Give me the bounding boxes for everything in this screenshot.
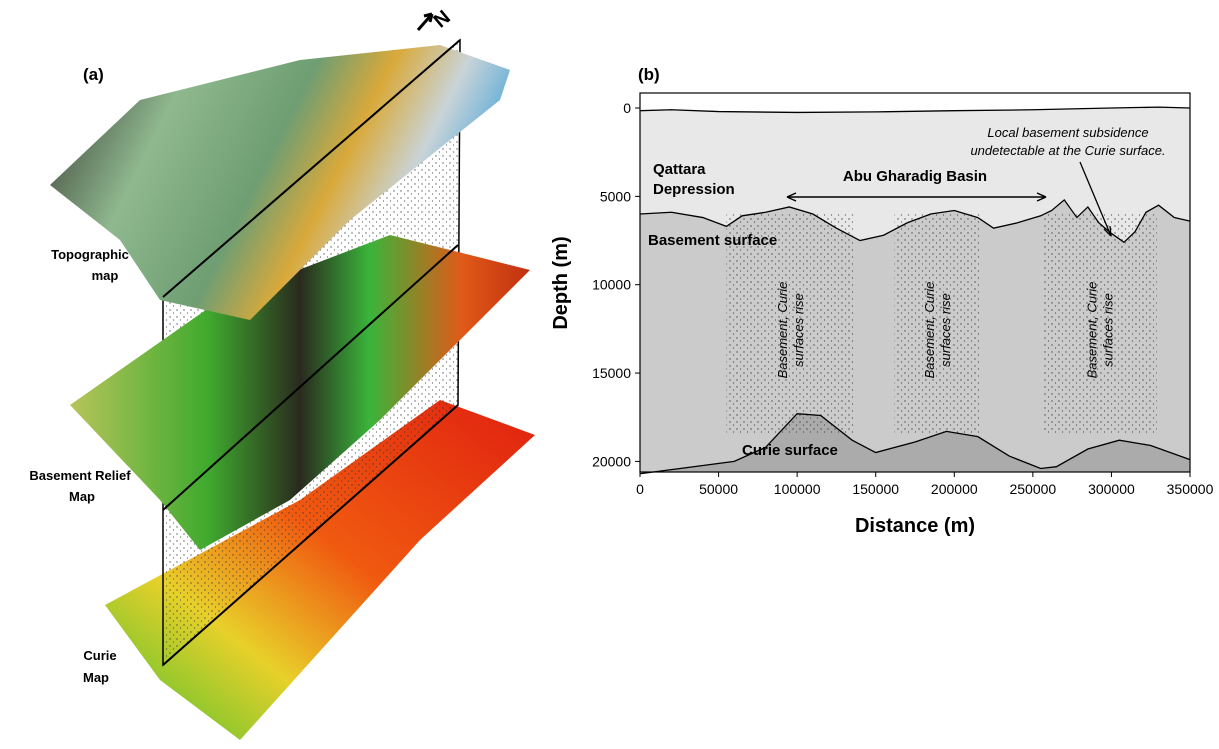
annotation: Depression <box>653 181 735 198</box>
x-tick-label: 250000 <box>1009 481 1056 497</box>
map-label: Map <box>69 489 95 504</box>
map-label: Map <box>83 670 109 685</box>
rise-label: Basement, Curie <box>922 282 937 379</box>
x-tick-label: 50000 <box>699 481 738 497</box>
page: N (a) Topographic map Basement Relief Ma… <box>0 0 1219 749</box>
annotation: Local basement subsidence <box>987 125 1148 140</box>
x-tick-label: 300000 <box>1088 481 1135 497</box>
y-tick-label: 15000 <box>592 365 631 381</box>
x-tick-label: 150000 <box>852 481 899 497</box>
x-tick-label: 100000 <box>774 481 821 497</box>
annotation: undetectable at the Curie surface. <box>970 143 1165 158</box>
y-axis-title: Depth (m) <box>550 236 572 329</box>
x-tick-label: 200000 <box>931 481 978 497</box>
rise-label: surfaces rise <box>1101 293 1116 367</box>
panel-a: N (a) Topographic map Basement Relief Ma… <box>29 6 535 740</box>
map-label: Basement Relief <box>29 468 131 483</box>
x-tick-label: 350000 <box>1167 481 1214 497</box>
rise-label: Basement, Curie <box>775 282 790 379</box>
y-tick-label: 5000 <box>600 188 631 204</box>
rise-label: Basement, Curie <box>1085 282 1100 379</box>
map-label: map <box>92 268 119 283</box>
x-tick-label: 0 <box>636 481 644 497</box>
panel-label: (b) <box>638 65 660 84</box>
annotation: Qattara <box>653 161 706 178</box>
rise-zone <box>1042 214 1157 435</box>
series-label: Basement surface <box>648 232 777 249</box>
x-axis-title: Distance (m) <box>855 515 975 537</box>
rise-label: surfaces rise <box>791 293 806 367</box>
rise-label: surfaces rise <box>938 293 953 367</box>
panel-label: (a) <box>83 65 104 84</box>
map-label: Curie <box>83 648 116 663</box>
y-tick-label: 10000 <box>592 277 631 293</box>
y-tick-label: 20000 <box>592 453 631 469</box>
rise-zone <box>895 214 980 435</box>
y-tick-label: 0 <box>623 100 631 116</box>
figure: N (a) Topographic map Basement Relief Ma… <box>0 0 1219 744</box>
north-label: N <box>430 6 455 32</box>
map-label: Topographic <box>51 247 129 262</box>
annotation: Abu Gharadig Basin <box>843 168 987 185</box>
series-label: Curie surface <box>742 442 838 459</box>
